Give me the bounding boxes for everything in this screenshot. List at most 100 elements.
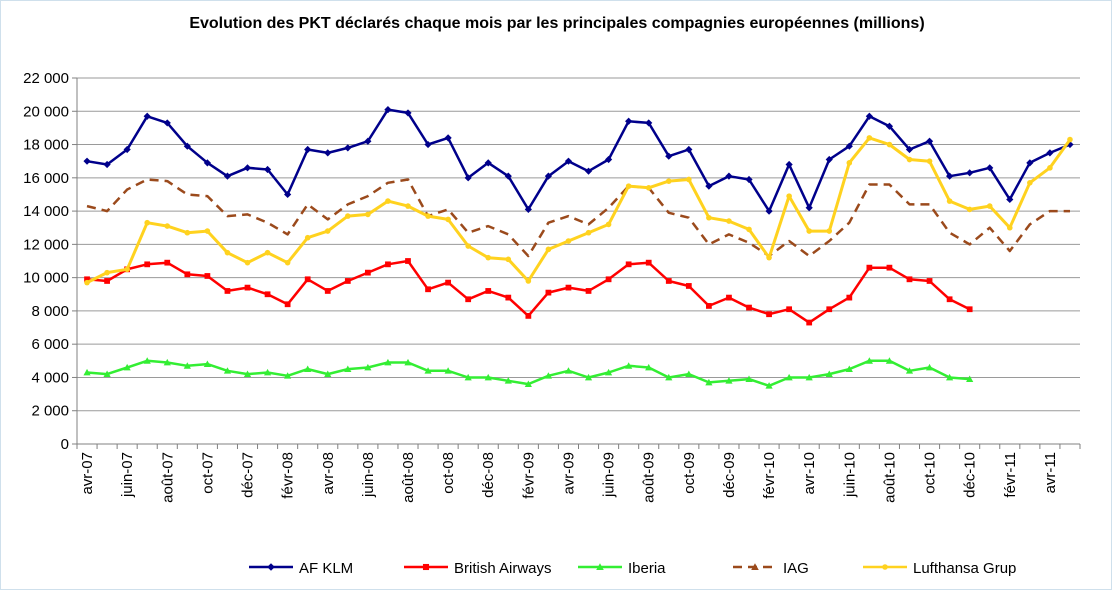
data-point	[586, 288, 592, 294]
data-point	[225, 250, 231, 256]
y-tick-label: 14 000	[23, 203, 69, 220]
data-point	[325, 288, 331, 294]
x-tick-label: déc-08	[480, 452, 497, 498]
data-point	[205, 273, 211, 279]
data-point	[666, 178, 672, 184]
data-point	[385, 261, 391, 267]
data-point	[882, 564, 888, 570]
data-point	[485, 288, 491, 294]
data-point	[726, 218, 732, 224]
y-tick-label: 22 000	[23, 70, 69, 87]
x-tick-label: avr-08	[320, 452, 337, 495]
y-tick-label: 16 000	[23, 170, 69, 187]
data-point	[83, 158, 90, 165]
data-point	[1047, 165, 1053, 171]
x-tick-label: déc-07	[240, 452, 257, 498]
x-tick-label: févr-09	[520, 452, 537, 499]
data-point	[405, 203, 411, 209]
y-tick-label: 10 000	[23, 270, 69, 287]
legend-label: Iberia	[628, 560, 666, 577]
data-point	[766, 311, 772, 317]
data-point	[887, 142, 893, 148]
data-point	[365, 270, 371, 276]
data-point	[566, 238, 572, 244]
data-point	[686, 177, 692, 183]
legend-label: AF KLM	[299, 560, 353, 577]
data-point	[124, 267, 130, 273]
y-tick-label: 20 000	[23, 103, 69, 120]
data-point	[185, 230, 191, 236]
data-point	[646, 185, 652, 191]
data-point	[786, 193, 792, 199]
series-lufthansa-grup	[84, 135, 1073, 285]
data-point	[505, 295, 511, 301]
data-point	[104, 278, 110, 284]
x-tick-label: juin-08	[360, 452, 377, 498]
x-tick-label: août-07	[159, 452, 176, 503]
data-point	[706, 303, 712, 309]
data-point	[947, 296, 953, 302]
y-tick-label: 4 000	[31, 369, 69, 386]
data-point	[325, 228, 331, 234]
y-tick-label: 18 000	[23, 137, 69, 154]
data-point	[265, 291, 271, 297]
x-tick-label: oct-09	[681, 452, 698, 494]
y-tick-label: 2 000	[31, 403, 69, 420]
data-point	[405, 258, 411, 264]
series-line	[87, 138, 1070, 283]
data-point	[626, 261, 632, 267]
data-point	[144, 261, 150, 267]
y-tick-label: 0	[61, 436, 69, 453]
data-point	[445, 280, 451, 286]
data-point	[867, 135, 873, 141]
data-point	[606, 222, 612, 228]
data-point	[344, 144, 351, 151]
data-point	[726, 295, 732, 301]
data-point	[1067, 137, 1073, 143]
data-point	[666, 278, 672, 284]
x-tick-label: avr-09	[560, 452, 577, 495]
x-tick-label: juin-09	[601, 452, 618, 498]
data-point	[987, 203, 993, 209]
x-tick-label: oct-08	[440, 452, 457, 494]
data-point	[305, 276, 311, 282]
data-point	[304, 146, 311, 153]
data-point	[324, 149, 331, 156]
y-tick-label: 6 000	[31, 336, 69, 353]
data-point	[285, 260, 291, 266]
x-tick-label: oct-10	[922, 452, 939, 494]
data-point	[866, 265, 872, 271]
series-iberia	[83, 357, 973, 388]
chart-title: Evolution des PKT déclarés chaque mois p…	[189, 15, 924, 32]
legend-label: Lufthansa Grup	[913, 560, 1016, 577]
x-tick-label: févr-08	[280, 452, 297, 499]
data-point	[967, 207, 973, 213]
data-point	[826, 228, 832, 234]
data-point	[84, 280, 90, 286]
data-point	[525, 313, 531, 319]
data-point	[1007, 225, 1013, 231]
data-point	[245, 285, 251, 291]
data-point	[746, 227, 752, 233]
data-point	[385, 198, 391, 204]
data-point	[966, 169, 973, 176]
data-point	[706, 215, 712, 221]
data-point	[285, 301, 291, 307]
x-tick-label: avr-07	[79, 452, 96, 495]
data-point	[104, 270, 110, 276]
data-point	[425, 286, 431, 292]
data-point	[967, 306, 973, 312]
x-tick-label: févr-10	[761, 452, 778, 499]
series-layer	[83, 106, 1073, 389]
data-point	[164, 223, 170, 229]
y-tick-label: 8 000	[31, 303, 69, 320]
data-point	[164, 260, 170, 266]
x-tick-label: août-10	[881, 452, 898, 503]
legend-item: AF KLM	[249, 560, 353, 577]
x-tick-label: juin-10	[841, 452, 858, 498]
data-point	[345, 213, 351, 219]
data-point	[265, 250, 271, 256]
data-point	[907, 157, 913, 163]
